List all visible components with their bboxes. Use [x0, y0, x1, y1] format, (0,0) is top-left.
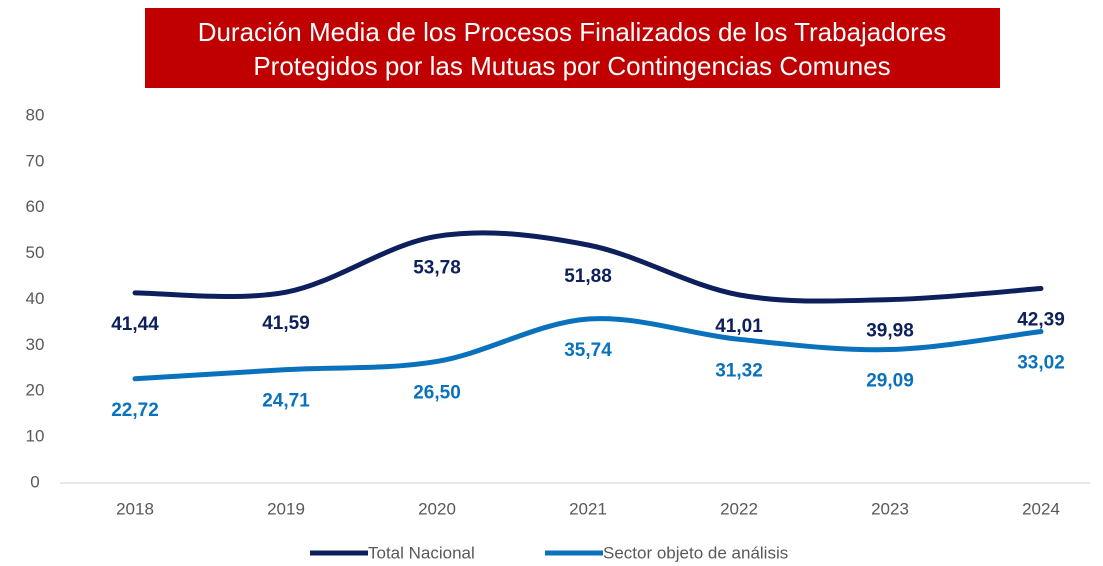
y-tick-label: 80: [26, 105, 45, 124]
data-label: 26,50: [413, 382, 461, 403]
x-tick-label: 2019: [267, 499, 305, 518]
data-label: 31,32: [715, 360, 763, 381]
data-label: 29,09: [866, 371, 914, 392]
legend-label: Total Nacional: [368, 543, 475, 562]
chart-title: Protegidos por las Mutuas por Contingenc…: [253, 51, 890, 81]
data-label: 53,78: [413, 257, 461, 278]
y-tick-label: 20: [26, 381, 45, 400]
data-label: 33,02: [1017, 353, 1065, 374]
x-tick-label: 2022: [720, 499, 758, 518]
title-box: [145, 8, 1000, 88]
chart-title: Duración Media de los Procesos Finalizad…: [198, 17, 947, 47]
series-line: [132, 316, 1044, 382]
data-label: 35,74: [564, 340, 612, 361]
x-tick-label: 2018: [116, 499, 154, 518]
data-label: 51,88: [564, 266, 612, 287]
x-tick-label: 2024: [1022, 499, 1060, 518]
data-label: 24,71: [262, 391, 310, 412]
y-tick-label: 50: [26, 243, 45, 262]
x-tick-label: 2023: [871, 499, 909, 518]
y-tick-label: 70: [26, 151, 45, 170]
data-label: 41,59: [262, 313, 310, 334]
data-label: 22,72: [111, 400, 159, 421]
y-tick-label: 10: [26, 427, 45, 446]
legend-label: Sector objeto de análisis: [603, 543, 788, 562]
data-label: 41,44: [111, 314, 159, 335]
x-tick-label: 2021: [569, 499, 607, 518]
data-label: 41,01: [715, 316, 763, 337]
data-label: 42,39: [1017, 310, 1065, 331]
y-tick-label: 30: [26, 335, 45, 354]
y-tick-label: 0: [30, 472, 39, 491]
y-tick-label: 40: [26, 289, 45, 308]
data-label: 39,98: [866, 321, 914, 342]
y-tick-label: 60: [26, 197, 45, 216]
series-line: [132, 230, 1044, 304]
x-tick-label: 2020: [418, 499, 456, 518]
